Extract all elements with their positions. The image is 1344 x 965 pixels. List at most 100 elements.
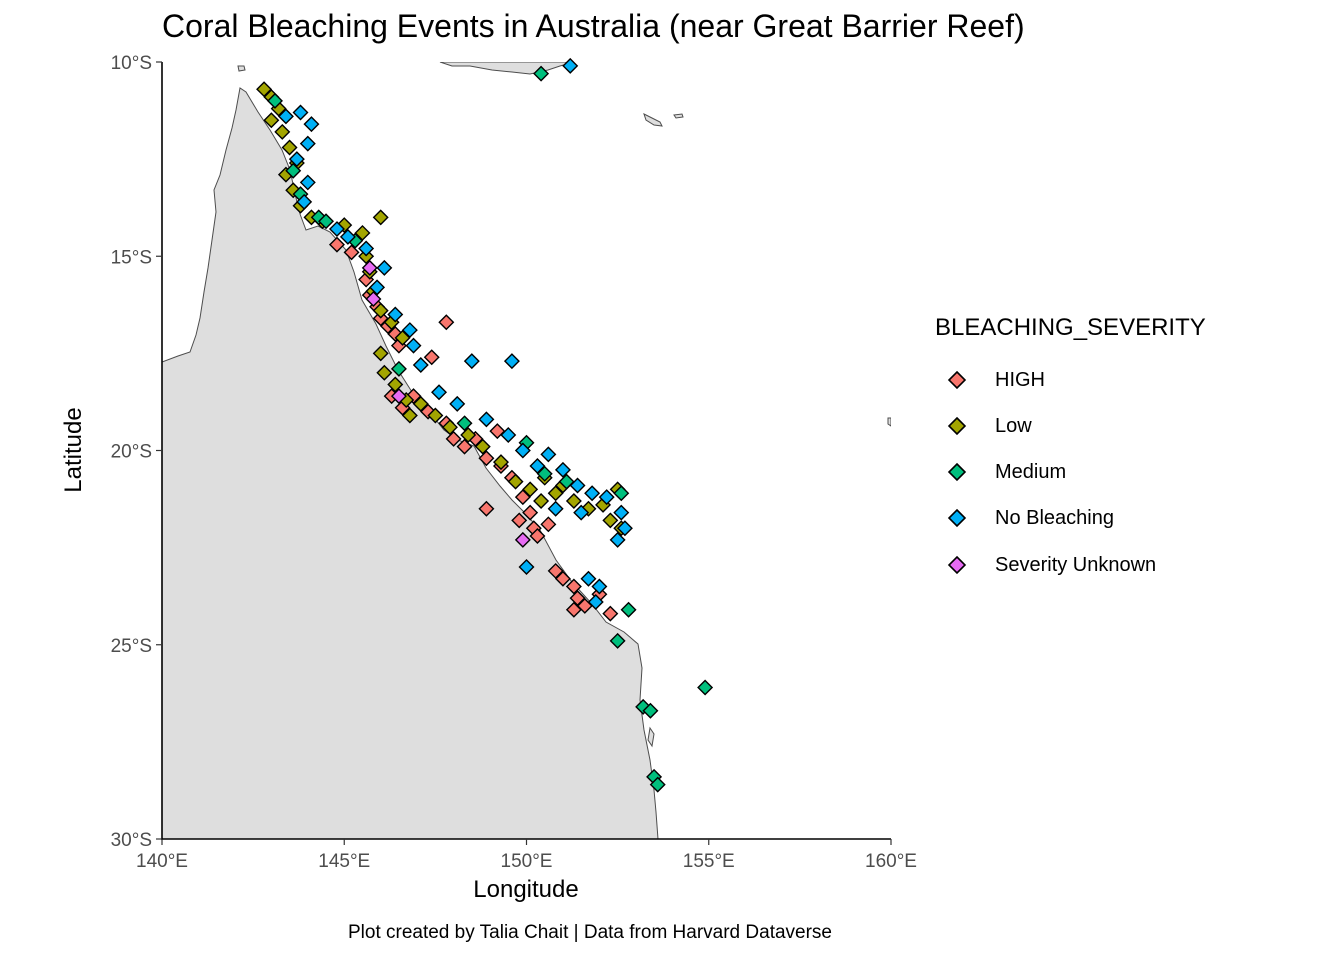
island (643, 113, 663, 127)
data-point (456, 415, 473, 432)
points-layer (256, 57, 714, 793)
data-point (460, 426, 477, 443)
data-point (478, 411, 495, 428)
x-tick-label: 140°E (136, 851, 188, 872)
data-point (263, 112, 280, 129)
data-point (478, 500, 495, 517)
legend-item-low: Low (945, 411, 1032, 441)
data-point (441, 419, 458, 436)
data-point (547, 562, 564, 579)
data-point (514, 489, 531, 506)
y-tick-label: 10°S (111, 53, 152, 74)
data-point (533, 493, 550, 509)
data-point (401, 322, 418, 339)
data-point (339, 228, 356, 245)
data-point (288, 151, 305, 168)
data-point (423, 349, 440, 366)
y-tick-label: 30°S (111, 830, 152, 851)
data-point (514, 442, 531, 459)
legend-diamond (947, 555, 967, 575)
y-axis-label: Latitude (60, 407, 87, 493)
data-point (565, 578, 582, 595)
data-point (303, 116, 320, 133)
data-point (587, 594, 604, 611)
data-point (390, 360, 407, 377)
data-point (412, 357, 429, 374)
data-point (372, 302, 389, 319)
legend-diamond (947, 370, 967, 390)
data-point (372, 345, 389, 362)
data-point (609, 632, 626, 649)
data-point (580, 500, 597, 517)
data-point (500, 426, 517, 443)
data-point (533, 65, 550, 82)
data-point (522, 481, 539, 498)
x-tick-label: 160°E (865, 851, 917, 872)
legend-key-low (947, 416, 967, 436)
data-point (602, 605, 619, 622)
data-point (613, 504, 630, 521)
data-point (478, 450, 495, 467)
x-axis-label: Longitude (473, 876, 579, 903)
data-point (565, 493, 582, 509)
data-point (431, 384, 448, 401)
data-point (463, 353, 480, 370)
data-point (401, 407, 418, 424)
data-point (565, 601, 582, 618)
data-point (573, 504, 590, 521)
data-point (554, 570, 571, 587)
data-point (540, 446, 557, 463)
y-tick-label: 25°S (111, 636, 152, 657)
data-point (547, 500, 564, 517)
data-point (274, 123, 291, 140)
data-point (281, 139, 298, 156)
legend-label: Medium (995, 460, 1067, 483)
legend-label: No Bleaching (995, 506, 1114, 529)
land-new-guinea (439, 62, 575, 75)
legend-item-medium: Medium (945, 457, 1066, 487)
data-point (522, 504, 539, 521)
data-point (562, 57, 579, 74)
data-point (299, 135, 316, 152)
data-point (343, 244, 360, 261)
legend-key-severity-unknown (947, 555, 967, 575)
island (647, 726, 655, 748)
data-point (354, 224, 371, 241)
data-point (296, 193, 313, 210)
legend-diamond (947, 416, 967, 436)
legend-key-no-bleaching (947, 508, 967, 528)
data-point (580, 570, 597, 587)
data-point (277, 108, 294, 125)
data-point (642, 702, 659, 719)
legend-diamond (947, 508, 967, 528)
x-tick-label: 145°E (318, 851, 370, 872)
legend-label: HIGH (995, 368, 1045, 391)
data-point (503, 353, 520, 370)
data-point (372, 209, 389, 226)
data-point (376, 364, 393, 381)
data-point (256, 81, 273, 98)
legend-diamond (947, 462, 967, 482)
chart-title: Coral Bleaching Events in Australia (nea… (162, 8, 1025, 44)
data-point (358, 240, 375, 257)
ticks-layer: 140°E 145°E 150°E 155°E 160°E 10°S 15°S 20°S 25°… (111, 53, 917, 872)
data-point (318, 213, 335, 230)
data-point (394, 329, 411, 346)
land-layer (162, 62, 891, 839)
island (887, 417, 891, 427)
legend-label: Severity Unknown (995, 553, 1157, 576)
data-point (536, 465, 553, 482)
data-point (267, 92, 283, 109)
legend-item-severity-unknown: Severity Unknown (945, 550, 1156, 580)
data-point (427, 407, 444, 424)
data-point (361, 259, 378, 276)
data-point (405, 337, 422, 354)
data-point (474, 438, 491, 455)
data-point (369, 279, 386, 296)
data-point (547, 485, 564, 502)
y-tick-label: 15°S (111, 247, 152, 268)
data-point (376, 259, 393, 276)
data-point (602, 512, 619, 529)
legend-item-no-bleaching: No Bleaching (945, 503, 1114, 533)
